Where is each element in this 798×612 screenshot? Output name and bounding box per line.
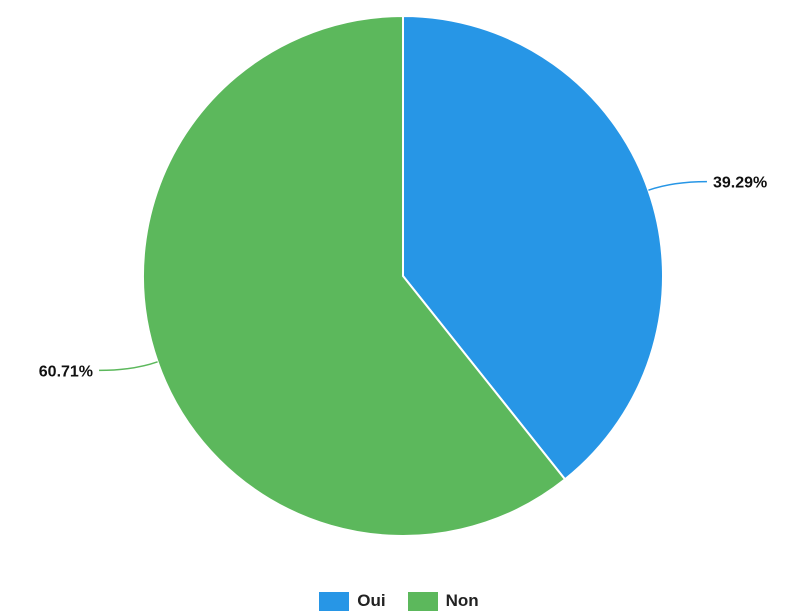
leader-line-non bbox=[99, 361, 158, 372]
data-label-non: 60.71% bbox=[39, 363, 93, 380]
legend: Oui Non bbox=[0, 590, 798, 612]
legend-item-non[interactable]: Non bbox=[407, 591, 479, 611]
legend-label-oui: Oui bbox=[357, 591, 386, 610]
legend-label-non: Non bbox=[445, 591, 479, 610]
legend-swatch-non bbox=[407, 591, 438, 611]
pie-slice-non[interactable] bbox=[142, 14, 567, 537]
leader-line-oui bbox=[648, 180, 707, 191]
data-label-oui: 39.29% bbox=[713, 175, 767, 192]
legend-swatch-oui bbox=[319, 591, 350, 611]
legend-item-oui[interactable]: Oui bbox=[319, 591, 386, 611]
pie-chart: 39.29% 60.71% bbox=[39, 14, 767, 537]
